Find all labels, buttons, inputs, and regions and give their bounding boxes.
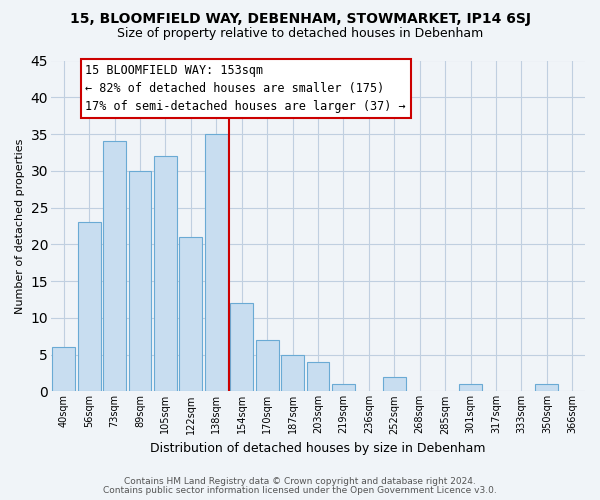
Bar bbox=[256, 340, 278, 392]
Bar bbox=[307, 362, 329, 392]
Text: Size of property relative to detached houses in Debenham: Size of property relative to detached ho… bbox=[117, 28, 483, 40]
Text: Contains HM Land Registry data © Crown copyright and database right 2024.: Contains HM Land Registry data © Crown c… bbox=[124, 477, 476, 486]
Text: 15, BLOOMFIELD WAY, DEBENHAM, STOWMARKET, IP14 6SJ: 15, BLOOMFIELD WAY, DEBENHAM, STOWMARKET… bbox=[70, 12, 530, 26]
Bar bbox=[154, 156, 177, 392]
Bar bbox=[179, 237, 202, 392]
Bar bbox=[230, 303, 253, 392]
Bar bbox=[128, 171, 151, 392]
Bar bbox=[383, 376, 406, 392]
Bar bbox=[459, 384, 482, 392]
Bar bbox=[332, 384, 355, 392]
Bar bbox=[205, 134, 228, 392]
Bar bbox=[52, 348, 75, 392]
Text: 15 BLOOMFIELD WAY: 153sqm
← 82% of detached houses are smaller (175)
17% of semi: 15 BLOOMFIELD WAY: 153sqm ← 82% of detac… bbox=[85, 64, 406, 113]
Bar bbox=[103, 142, 126, 392]
Y-axis label: Number of detached properties: Number of detached properties bbox=[15, 138, 25, 314]
Bar bbox=[77, 222, 101, 392]
Bar bbox=[535, 384, 558, 392]
X-axis label: Distribution of detached houses by size in Debenham: Distribution of detached houses by size … bbox=[150, 442, 486, 455]
Bar bbox=[281, 354, 304, 392]
Text: Contains public sector information licensed under the Open Government Licence v3: Contains public sector information licen… bbox=[103, 486, 497, 495]
